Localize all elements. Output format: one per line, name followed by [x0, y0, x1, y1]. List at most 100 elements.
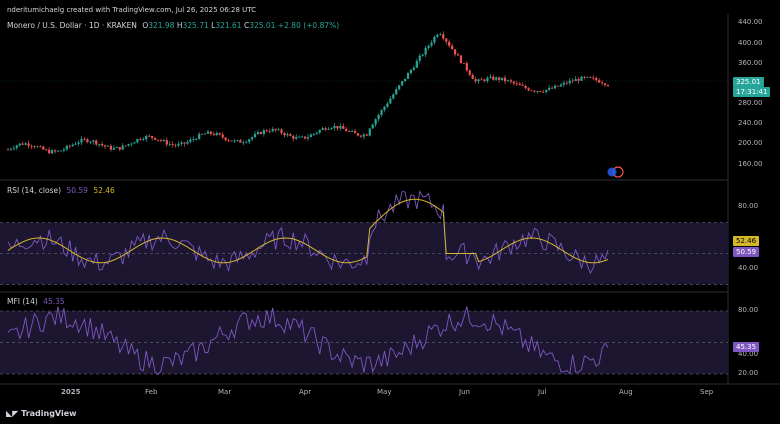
- time-tick: Feb: [145, 388, 158, 396]
- candle-body: [65, 145, 68, 150]
- candle-body: [574, 78, 577, 82]
- candle-body: [333, 125, 336, 129]
- price-tick: 280.00: [738, 99, 763, 107]
- candle-body: [6, 149, 10, 151]
- mfi-value: 45.35: [43, 297, 65, 306]
- candle-body: [577, 78, 580, 81]
- candle-body: [448, 41, 451, 46]
- candle-body: [403, 78, 407, 82]
- candle-body: [62, 149, 65, 151]
- candle-body: [53, 150, 57, 152]
- candle-body: [595, 77, 598, 81]
- candle-body: [427, 45, 430, 48]
- last-price-tag: 325.01: [733, 77, 764, 87]
- candle-body: [468, 70, 471, 75]
- candle-body: [192, 139, 195, 140]
- candle-body: [433, 36, 436, 43]
- rsi-tick: 80.00: [738, 202, 759, 210]
- candle-body: [80, 138, 83, 143]
- symbol-legend[interactable]: Monero / U.S. Dollar · 1D · KRAKEN O321.…: [7, 22, 339, 30]
- candle-body: [245, 141, 248, 143]
- candle-body: [103, 145, 107, 147]
- candle-body: [542, 91, 545, 93]
- candle-body: [248, 139, 251, 142]
- candle-body: [198, 133, 201, 140]
- candle-body: [112, 147, 115, 150]
- candle-body: [498, 77, 501, 81]
- candle-body: [253, 133, 257, 138]
- candle-body: [15, 145, 18, 149]
- candle-body: [509, 80, 513, 82]
- mfi-legend[interactable]: MFI (14) 45.35: [7, 298, 65, 306]
- time-tick: Mar: [218, 388, 232, 396]
- candle-body: [206, 131, 210, 134]
- candle-body: [342, 126, 345, 129]
- candle-body: [606, 85, 610, 86]
- candle-body: [39, 146, 42, 148]
- high-value: 325.71: [182, 21, 209, 30]
- candle-body: [51, 150, 54, 154]
- candle-body: [59, 150, 63, 152]
- candle-body: [430, 42, 433, 46]
- price-tick: 200.00: [738, 139, 763, 147]
- candle-body: [351, 131, 354, 132]
- candle-body: [356, 133, 360, 136]
- candle-body: [165, 140, 168, 145]
- candle-body: [324, 128, 327, 130]
- candle-body: [415, 60, 418, 68]
- candle-body: [395, 89, 398, 95]
- candle-body: [580, 76, 583, 81]
- candle-body: [442, 34, 445, 39]
- candle-body: [145, 135, 148, 140]
- mfi-line: [7, 306, 609, 376]
- candle-body: [30, 145, 33, 147]
- candle-body: [221, 134, 224, 138]
- candle-body: [283, 133, 286, 136]
- candle-body: [389, 98, 392, 104]
- tradingview-brand: TradingView: [21, 409, 77, 418]
- candle-body: [436, 34, 439, 37]
- candle-body: [33, 146, 36, 148]
- tradingview-logo[interactable]: ◣◤ TradingView: [6, 409, 77, 418]
- candle-body: [589, 76, 592, 78]
- publisher-header: nderitumichaelg created with TradingView…: [7, 6, 257, 14]
- candle-body: [109, 145, 113, 150]
- candle-body: [421, 54, 424, 56]
- candle-body: [401, 81, 404, 86]
- candle-body: [533, 90, 536, 92]
- candle-body: [212, 133, 215, 135]
- rsi-ma-tag: 52.46: [733, 236, 760, 246]
- high-label: H: [176, 21, 183, 30]
- candle-body: [230, 140, 233, 142]
- candle-body: [562, 82, 565, 85]
- candle-body: [418, 55, 421, 61]
- candle-body: [203, 133, 207, 135]
- candle-body: [133, 142, 136, 144]
- change-value: +2.80 (+0.87%): [277, 21, 340, 30]
- candle-body: [412, 67, 415, 70]
- candle-body: [548, 87, 551, 90]
- candle-body: [177, 143, 180, 146]
- symbol-name: Monero / U.S. Dollar · 1D · KRAKEN: [7, 21, 137, 30]
- candle-body: [521, 85, 524, 86]
- time-tick: Jun: [459, 388, 470, 396]
- close-label: C: [243, 21, 250, 30]
- candle-body: [236, 140, 239, 141]
- candle-body: [439, 34, 442, 35]
- candle-body: [556, 85, 560, 87]
- candle-body: [268, 131, 271, 133]
- mfi-tag: 45.35: [733, 342, 760, 352]
- candle-body: [183, 142, 186, 144]
- candle-body: [74, 143, 77, 145]
- candle-body: [336, 125, 339, 129]
- candle-body: [280, 129, 283, 134]
- rsi-legend[interactable]: RSI (14, close) 50.59 52.46: [7, 187, 115, 195]
- candle-body: [21, 143, 24, 145]
- candle-body: [445, 38, 448, 42]
- candle-body: [601, 82, 604, 84]
- candle-body: [603, 83, 607, 86]
- open-value: 321.98: [148, 21, 175, 30]
- time-tick: 2025: [61, 388, 81, 396]
